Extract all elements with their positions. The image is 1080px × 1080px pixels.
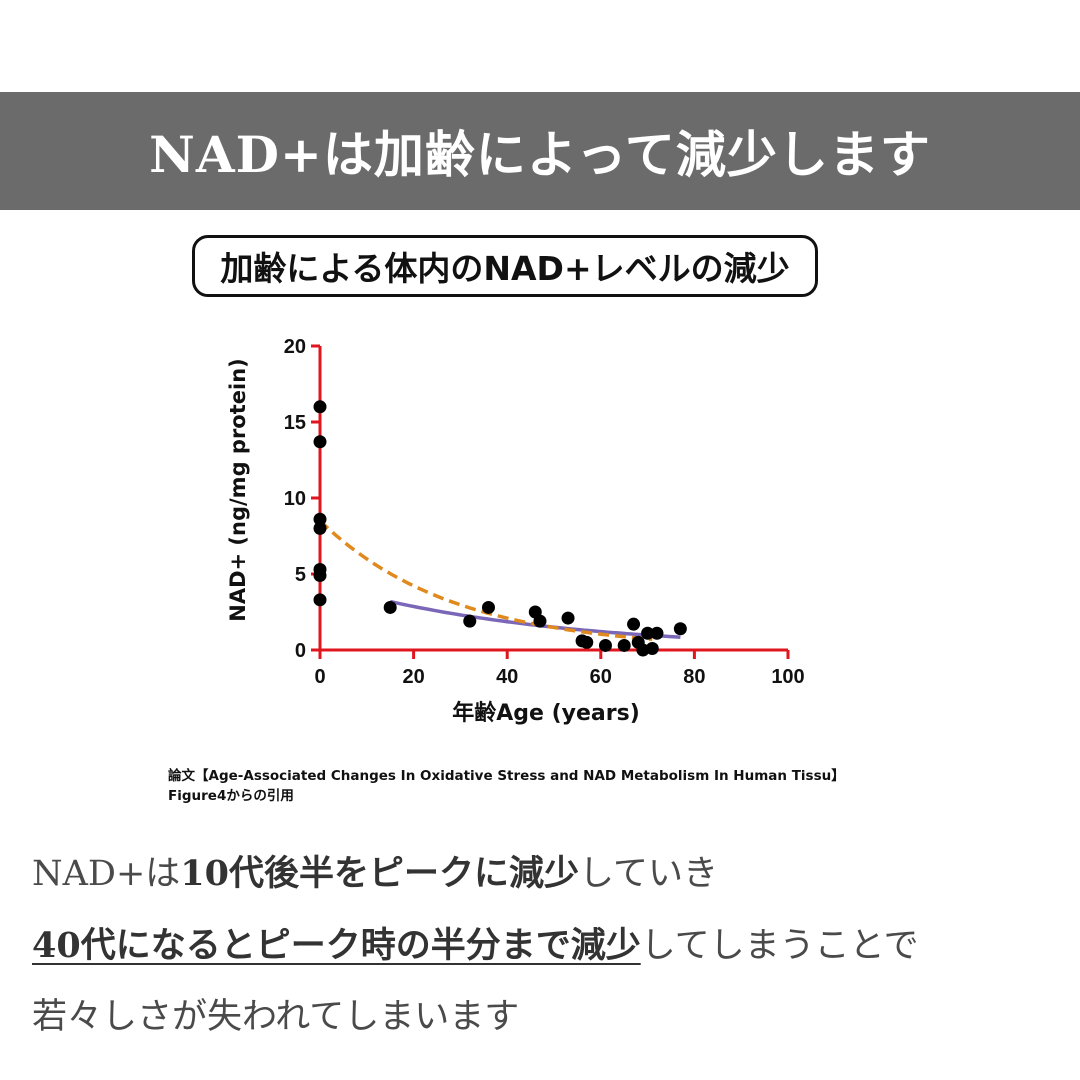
y-axis-label: NAD+ (ng/mg protein) <box>226 358 250 621</box>
body-line-1-a: NAD+は <box>32 854 181 894</box>
body-line-1-c: していき <box>579 854 718 894</box>
data-point <box>617 638 631 652</box>
data-point <box>561 611 575 625</box>
data-point <box>580 635 594 649</box>
chart-title-box: 加齢による体内のNAD+レベルの減少 <box>192 235 818 297</box>
data-point <box>463 614 477 628</box>
body-line-3: 若々しさが失われてしまいます <box>32 997 520 1037</box>
fit-line-dashed <box>318 519 653 641</box>
y-tick-label: 0 <box>295 640 306 662</box>
x-axis-label: 年齢Age (years) <box>452 700 640 726</box>
body-line-2: 40代になるとピーク時の半分まで減少してしまうことで <box>32 917 1062 968</box>
data-point <box>673 622 687 636</box>
data-point <box>641 626 655 640</box>
body-line-2-b: してしまうことで <box>640 926 919 966</box>
body-line-1: NAD+は10代後半をピークに減少していき <box>32 845 1062 896</box>
chart-title: 加齢による体内のNAD+レベルの減少 <box>220 249 790 288</box>
y-tick-label: 20 <box>284 336 306 358</box>
body-line-1-b: 10代後半をピークに減少 <box>180 853 580 894</box>
data-point <box>313 521 327 535</box>
data-point <box>598 638 612 652</box>
data-point <box>313 435 327 449</box>
x-tick-label: 80 <box>683 666 705 688</box>
x-tick-label: 60 <box>590 666 612 688</box>
y-tick-label: 10 <box>284 488 306 510</box>
data-point <box>383 600 397 614</box>
citation-line-2: Figure4からの引用 <box>168 788 294 804</box>
x-tick-label: 40 <box>496 666 518 688</box>
data-point <box>313 400 327 414</box>
page-title: NAD+は加齢によって減少します <box>149 125 931 184</box>
data-point <box>533 614 547 628</box>
data-point <box>313 569 327 583</box>
y-tick-label: 5 <box>295 564 306 586</box>
citation: 論文【Age-Associated Changes In Oxidative S… <box>168 766 845 806</box>
data-point <box>650 626 664 640</box>
data-point <box>627 617 641 631</box>
data-point <box>481 600 495 614</box>
citation-line-1: 論文【Age-Associated Changes In Oxidative S… <box>168 768 845 784</box>
data-point <box>645 641 659 655</box>
data-point <box>313 593 327 607</box>
x-tick-label: 20 <box>402 666 424 688</box>
x-tick-label: 0 <box>314 666 325 688</box>
body-line-2-a: 40代になるとピーク時の半分まで減少 <box>32 925 641 966</box>
x-tick-label: 100 <box>771 666 804 688</box>
header-bar: NAD+は加齢によって減少します <box>0 92 1080 210</box>
data-point <box>313 512 327 526</box>
nad-age-scatter-chart: 0 5 10 15 20 0 20 40 60 80 100 年齢Age (years) NAD+ (n… <box>226 336 805 726</box>
y-tick-label: 15 <box>284 412 306 434</box>
